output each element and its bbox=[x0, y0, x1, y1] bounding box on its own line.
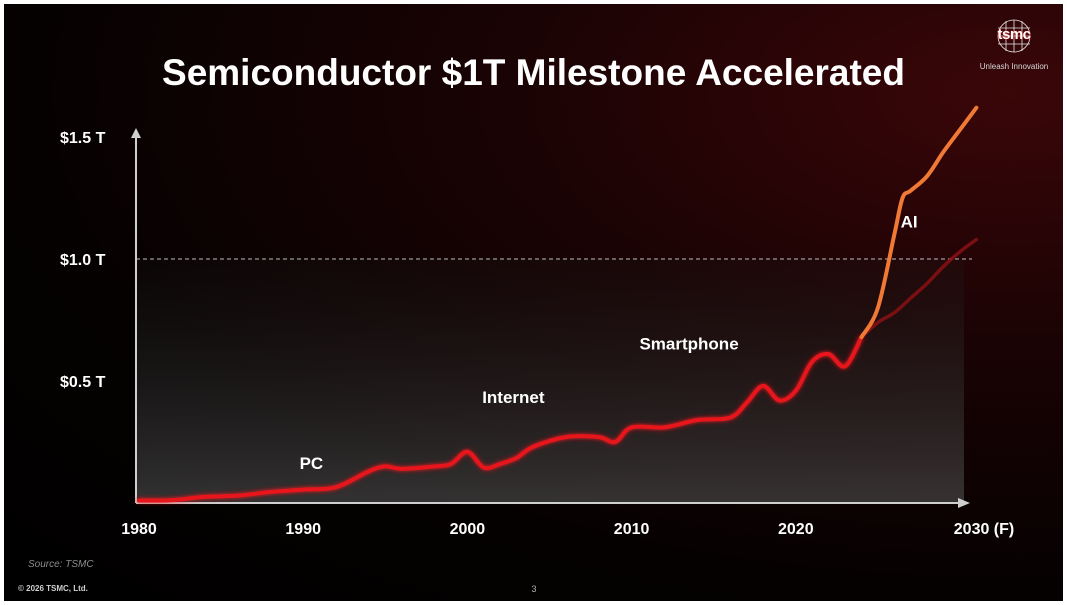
series-line-main bbox=[137, 335, 864, 503]
x-tick-label: 2000 bbox=[450, 521, 486, 538]
x-tick-label: 2030 (F) bbox=[954, 521, 1014, 538]
y-tick-label: $0.5 T bbox=[60, 374, 106, 391]
copyright-note: © 2026 TSMC, Ltd. bbox=[18, 584, 88, 593]
annotation-label: Internet bbox=[482, 388, 545, 407]
y-tick-label: $1.0 T bbox=[60, 252, 106, 269]
y-tick-label: $1.5 T bbox=[60, 130, 106, 147]
slide: $0.5 T $1.0 T $1.5 T 1980 1990 2000 2010 2020 20… bbox=[4, 4, 1063, 601]
x-tick-label: 2010 bbox=[614, 521, 650, 538]
shaded-area bbox=[136, 259, 964, 503]
x-axis-arrow bbox=[958, 498, 970, 508]
series-line-projection bbox=[859, 237, 979, 339]
brand-wordmark: tsmc bbox=[997, 26, 1031, 43]
y-axis-arrow bbox=[131, 128, 141, 138]
x-tick-label: 2020 bbox=[778, 521, 814, 538]
tsmc-logo-icon bbox=[997, 19, 1031, 53]
source-note: Source: TSMC bbox=[28, 559, 94, 570]
slide-title: Semiconductor $1T Milestone Accelerated bbox=[162, 52, 905, 93]
annotation-label: Smartphone bbox=[639, 334, 738, 353]
brand-tagline: Unleash Innovation bbox=[979, 62, 1049, 71]
x-tick-label: 1990 bbox=[285, 521, 321, 538]
series-line-ai bbox=[859, 105, 979, 340]
chart-canvas: $0.5 T $1.0 T $1.5 T 1980 1990 2000 2010 2020 20… bbox=[60, 105, 1014, 538]
page-number: 3 bbox=[531, 584, 537, 594]
annotation-label: PC bbox=[300, 454, 324, 473]
x-tick-label: 1980 bbox=[121, 521, 157, 538]
annotation-label: AI bbox=[901, 212, 918, 231]
